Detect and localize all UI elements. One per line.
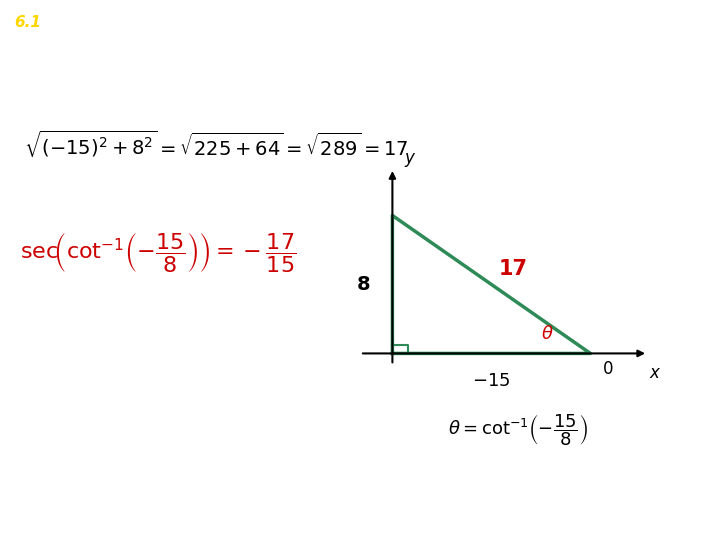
- Text: $-15$: $-15$: [472, 372, 510, 390]
- Text: Definitions of the Trigonometric: Definitions of the Trigonometric: [184, 39, 536, 58]
- Text: Functions: Functions: [307, 73, 413, 92]
- Text: $\mathrm{sec}\!\left(\cot^{-1}\!\left(-\dfrac{15}{8}\right)\right) = -\dfrac{17}: $\mathrm{sec}\!\left(\cot^{-1}\!\left(-\…: [20, 231, 297, 274]
- Text: $y$: $y$: [404, 151, 417, 169]
- Text: Example 5(b)  Finding Function Values Using: Example 5(b) Finding Function Values Usi…: [115, 5, 605, 24]
- Text: Copyright © 2013, 2009, 2005 Pearson Education, Inc.: Copyright © 2013, 2009, 2005 Pearson Edu…: [150, 511, 455, 521]
- Text: (cont.): (cont.): [441, 73, 490, 87]
- Text: PEARSON: PEARSON: [513, 507, 610, 525]
- Text: 17: 17: [498, 259, 528, 279]
- Text: $x$: $x$: [649, 364, 662, 382]
- Text: 8: 8: [357, 275, 370, 294]
- Text: 6.1: 6.1: [14, 15, 42, 30]
- Text: ALWAYS LEARNING: ALWAYS LEARNING: [22, 511, 125, 521]
- Text: $\sqrt{(-15)^2+8^2} = \sqrt{225+64} = \sqrt{289} = 17$: $\sqrt{(-15)^2+8^2} = \sqrt{225+64} = \s…: [24, 129, 408, 159]
- Text: $\theta = \cot^{-1}\!\left(-\dfrac{15}{8}\right)$: $\theta = \cot^{-1}\!\left(-\dfrac{15}{8…: [449, 413, 588, 448]
- Text: 16: 16: [675, 508, 693, 523]
- Text: $\theta$: $\theta$: [541, 325, 554, 343]
- Text: 0: 0: [603, 360, 613, 378]
